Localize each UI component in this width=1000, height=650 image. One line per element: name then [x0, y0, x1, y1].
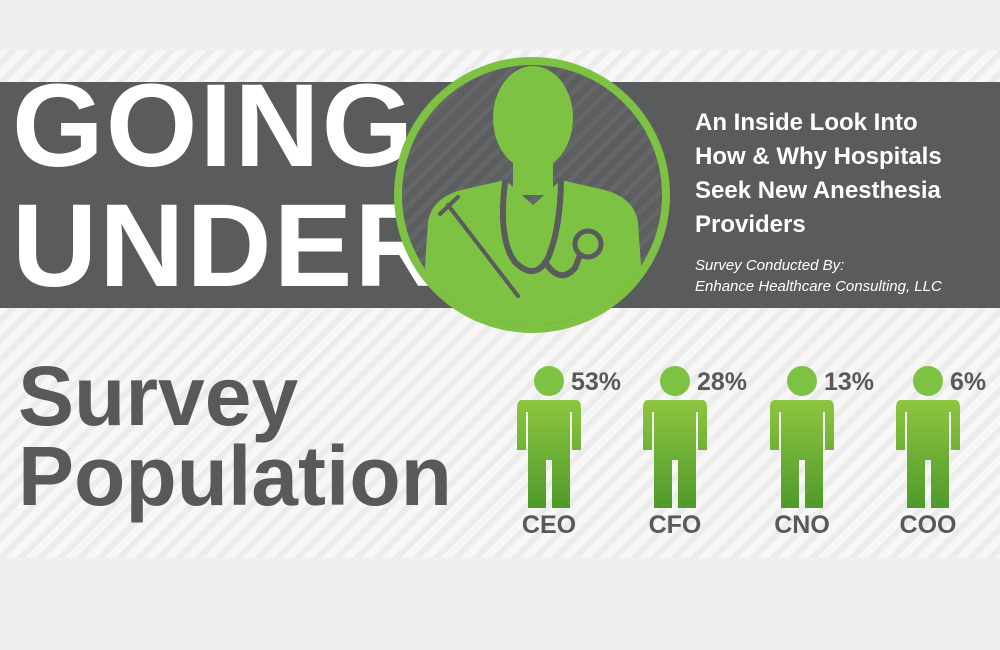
share-label: 28% — [697, 368, 747, 396]
figure-head — [660, 366, 690, 396]
credit: Survey Conducted By: — [695, 257, 844, 274]
subtitle: Providers — [695, 211, 806, 238]
doctor-badge — [394, 57, 670, 333]
section-title: Population — [18, 429, 452, 523]
figure-body — [770, 400, 834, 508]
role-label: CFO — [649, 511, 702, 539]
share-label: 13% — [824, 368, 874, 396]
top-margin — [0, 0, 1000, 50]
section-title: Survey — [18, 349, 298, 443]
role-label: CNO — [774, 511, 830, 539]
person-figure — [896, 366, 960, 508]
figure-head — [913, 366, 943, 396]
person-figure — [643, 366, 707, 508]
subtitle: An Inside Look Into — [695, 109, 918, 136]
person-figure — [517, 366, 581, 508]
bottom-margin — [0, 558, 1000, 650]
person-figure — [770, 366, 834, 508]
role-label: COO — [900, 511, 957, 539]
share-label: 53% — [571, 368, 621, 396]
title: GOING — [12, 60, 415, 192]
role-label: CEO — [522, 511, 576, 539]
subtitle: How & Why Hospitals — [695, 143, 942, 170]
subtitle: Seek New Anesthesia — [695, 177, 942, 204]
figure-body — [643, 400, 707, 508]
figure-body — [517, 400, 581, 508]
credit: Enhance Healthcare Consulting, LLC — [695, 278, 942, 295]
groups: 53% CEO 28% CFO 13% CNO 6% COO — [517, 366, 986, 539]
figure-head — [787, 366, 817, 396]
figure-body — [896, 400, 960, 508]
figure-head — [534, 366, 564, 396]
title: UNDER — [12, 180, 442, 312]
share-label: 6% — [950, 368, 986, 396]
